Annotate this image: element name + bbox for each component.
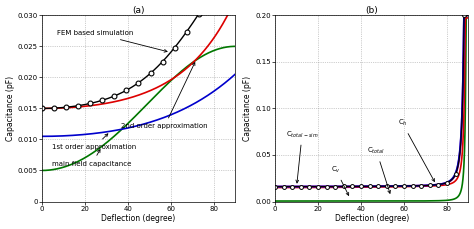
Text: FEM based simulation: FEM based simulation [57, 30, 167, 52]
Title: (b): (b) [365, 5, 378, 15]
Text: main field capacitance: main field capacitance [53, 150, 132, 166]
Text: C$_{total}$: C$_{total}$ [367, 146, 391, 193]
Y-axis label: Capacitance (pF): Capacitance (pF) [6, 76, 15, 141]
Y-axis label: Capacitance (pF): Capacitance (pF) [244, 76, 253, 141]
Text: C$_h$: C$_h$ [398, 118, 435, 181]
X-axis label: Deflection (degree): Deflection (degree) [335, 214, 409, 224]
Text: C$_{total-sim}$: C$_{total-sim}$ [286, 129, 319, 183]
X-axis label: Deflection (degree): Deflection (degree) [101, 214, 175, 224]
Text: 2nd order approximation: 2nd order approximation [121, 63, 208, 129]
Text: 1st order approximation: 1st order approximation [53, 134, 137, 150]
Title: (a): (a) [132, 5, 145, 15]
Text: C$_v$: C$_v$ [331, 165, 349, 195]
